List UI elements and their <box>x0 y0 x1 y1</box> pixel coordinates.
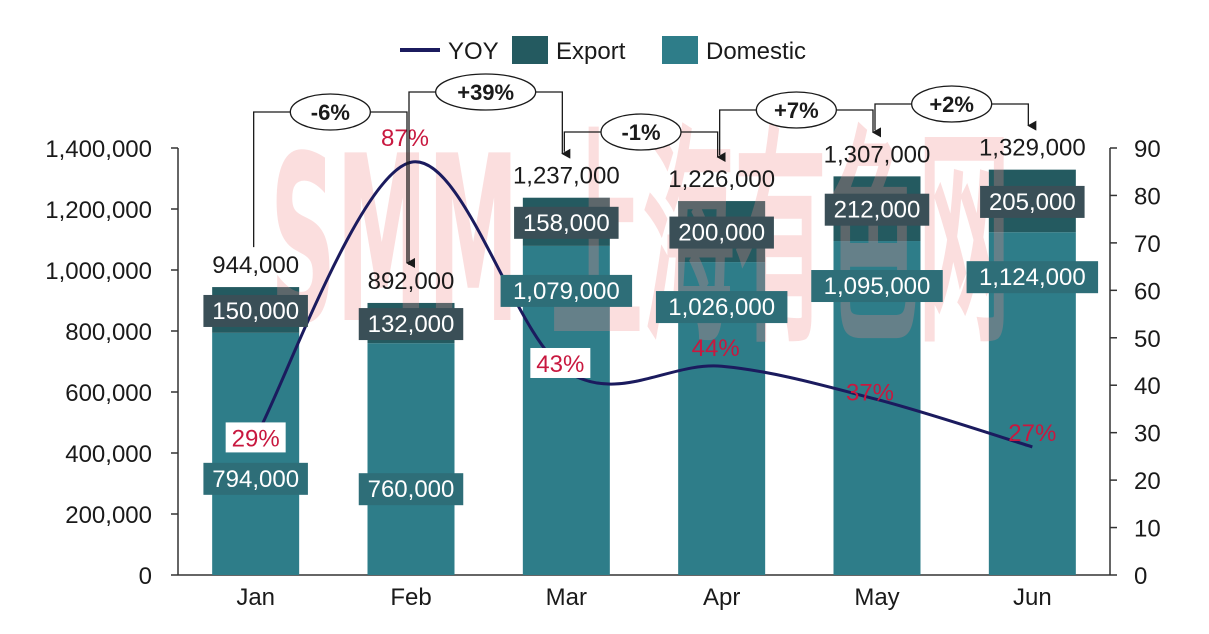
legend-label-domestic: Domestic <box>706 38 806 65</box>
mom-change-label: -1% <box>621 120 660 145</box>
right-tick-label: 50 <box>1134 326 1161 353</box>
category-label: Jan <box>236 584 275 611</box>
label-export-box <box>824 193 930 226</box>
label-domestic-box <box>358 473 464 506</box>
label-yoy-box <box>225 422 286 453</box>
label-yoy: 43% <box>536 351 584 378</box>
category-label: Mar <box>546 584 587 611</box>
left-tick-label: 200,000 <box>65 502 152 529</box>
left-tick-label: 0 <box>139 563 152 590</box>
left-tick-label: 800,000 <box>65 319 152 346</box>
category-label: May <box>854 584 899 611</box>
left-tick-label: 600,000 <box>65 380 152 407</box>
category-label: Apr <box>703 584 740 611</box>
label-yoy-box <box>530 347 591 378</box>
right-tick-label: 20 <box>1134 468 1161 495</box>
right-tick-label: 0 <box>1134 563 1147 590</box>
right-tick-label: 30 <box>1134 421 1161 448</box>
label-export: 200,000 <box>678 220 765 247</box>
label-export: 150,000 <box>212 298 299 325</box>
label-yoy: 27% <box>1008 420 1056 447</box>
label-domestic-box <box>500 274 633 307</box>
label-export-box <box>203 294 308 327</box>
label-export-box <box>514 206 619 239</box>
legend-label-yoy: YOY <box>448 38 499 65</box>
mom-change-label: +7% <box>774 98 819 123</box>
label-domestic: 1,124,000 <box>979 264 1086 291</box>
label-domestic: 1,095,000 <box>824 273 931 300</box>
right-tick-label: 70 <box>1134 231 1161 258</box>
mom-change-bubble <box>435 73 537 111</box>
left-tick-label: 1,200,000 <box>45 197 152 224</box>
category-label: Feb <box>390 584 431 611</box>
legend-label-export: Export <box>556 38 626 65</box>
label-yoy: 37% <box>846 379 894 406</box>
mom-change-label: +2% <box>929 92 974 117</box>
label-domestic: 794,000 <box>212 466 299 493</box>
bar-domestic <box>367 343 455 575</box>
mom-change-bubble <box>911 85 993 123</box>
label-domestic: 760,000 <box>368 476 455 503</box>
left-tick-label: 1,400,000 <box>45 136 152 163</box>
label-total: 1,329,000 <box>979 135 1086 162</box>
mom-change-bubble <box>600 113 682 151</box>
right-tick-label: 60 <box>1134 278 1161 305</box>
label-domestic-box <box>966 261 1099 294</box>
label-export: 205,000 <box>989 189 1076 216</box>
right-tick-label: 40 <box>1134 373 1161 400</box>
label-export-box <box>358 308 464 341</box>
category-label: Jun <box>1013 584 1052 611</box>
legend: YOY Export Domestic <box>400 36 806 65</box>
label-domestic: 1,026,000 <box>668 294 775 321</box>
label-export: 158,000 <box>523 210 610 237</box>
label-export-box <box>669 216 774 249</box>
right-tick-label: 80 <box>1134 183 1161 210</box>
mom-change-label: -6% <box>311 100 350 125</box>
label-yoy: 44% <box>692 335 740 362</box>
right-tick-label: 10 <box>1134 516 1161 543</box>
label-domestic-box <box>655 291 788 324</box>
label-yoy: 29% <box>232 425 280 452</box>
label-total: 892,000 <box>368 268 455 295</box>
label-export: 132,000 <box>368 311 455 338</box>
yoy-line <box>254 160 1033 449</box>
legend-swatch-export <box>512 36 548 64</box>
label-domestic: 1,079,000 <box>513 278 620 305</box>
label-total: 1,307,000 <box>824 141 931 168</box>
mom-change-bubble <box>755 91 837 129</box>
label-domestic-box <box>811 270 943 303</box>
mom-change-label: +39% <box>457 80 514 105</box>
label-export: 212,000 <box>834 197 921 224</box>
left-tick-label: 1,000,000 <box>45 258 152 285</box>
left-tick-label: 400,000 <box>65 441 152 468</box>
label-domestic-box <box>203 462 308 495</box>
mom-change-layer: -6% +39% -1% +7% +2% <box>253 73 1037 268</box>
right-tick-label: 90 <box>1134 136 1161 163</box>
label-yoy: 87% <box>381 125 429 152</box>
label-total: 1,226,000 <box>668 166 775 193</box>
label-export-box <box>980 185 1085 218</box>
mom-change-bubble <box>289 93 371 131</box>
axes-layer: 0 200,000 400,000 600,000 800,000 1,000,000 1,… <box>45 136 1160 611</box>
label-total: 944,000 <box>212 252 299 279</box>
labels-layer: 794,000 150,000 944,000 760,000 132,000 892,0… <box>203 125 1099 506</box>
legend-swatch-domestic <box>662 36 698 64</box>
label-total: 1,237,000 <box>513 163 620 190</box>
yoy-line-layer <box>254 160 1033 449</box>
